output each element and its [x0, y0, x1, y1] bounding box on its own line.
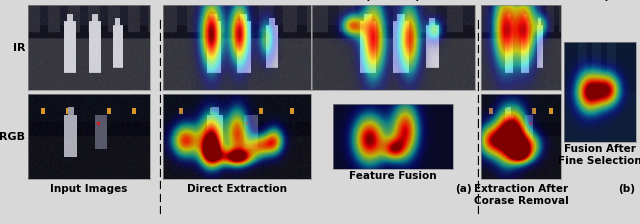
Text: (a): (a)	[456, 184, 472, 194]
Text: Input Images: Input Images	[51, 184, 128, 194]
Text: Feature Fusion: Feature Fusion	[349, 171, 437, 181]
Text: Fusion After
Fine Selection: Fusion After Fine Selection	[558, 144, 640, 166]
Text: Direct Extraction: Direct Extraction	[187, 184, 287, 194]
Text: IR: IR	[13, 43, 25, 53]
Text: Halfway Fusion
(Others): Halfway Fusion (Others)	[343, 0, 443, 3]
Text: Extraction After
Corase Removal: Extraction After Corase Removal	[474, 184, 568, 206]
Text: RGB: RGB	[0, 132, 25, 142]
Text: (b): (b)	[618, 184, 635, 194]
Text: Coarse-to-Fine
Fusion (Ours): Coarse-to-Fine Fusion (Ours)	[551, 0, 640, 3]
